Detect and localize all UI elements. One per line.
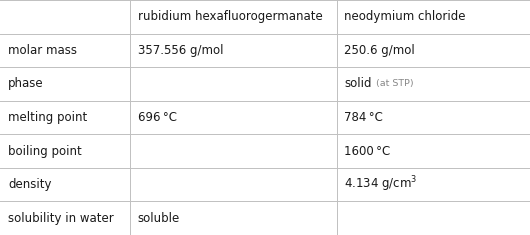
Text: boiling point: boiling point [8, 145, 82, 158]
Text: density: density [8, 178, 51, 191]
Text: soluble: soluble [138, 212, 180, 225]
Text: 357.556 g/mol: 357.556 g/mol [138, 44, 223, 57]
Text: 4.134 g/cm$^{3}$: 4.134 g/cm$^{3}$ [344, 175, 418, 194]
Text: 250.6 g/mol: 250.6 g/mol [344, 44, 415, 57]
Text: 1600 °C: 1600 °C [344, 145, 391, 158]
Text: neodymium chloride: neodymium chloride [344, 10, 466, 23]
Text: rubidium hexafluorogermanate: rubidium hexafluorogermanate [138, 10, 323, 23]
Text: solid: solid [344, 77, 372, 90]
Text: (at STP): (at STP) [376, 79, 414, 88]
Text: molar mass: molar mass [8, 44, 77, 57]
Text: phase: phase [8, 77, 43, 90]
Text: solubility in water: solubility in water [8, 212, 114, 225]
Text: 784 °C: 784 °C [344, 111, 383, 124]
Text: 696 °C: 696 °C [138, 111, 177, 124]
Text: melting point: melting point [8, 111, 87, 124]
